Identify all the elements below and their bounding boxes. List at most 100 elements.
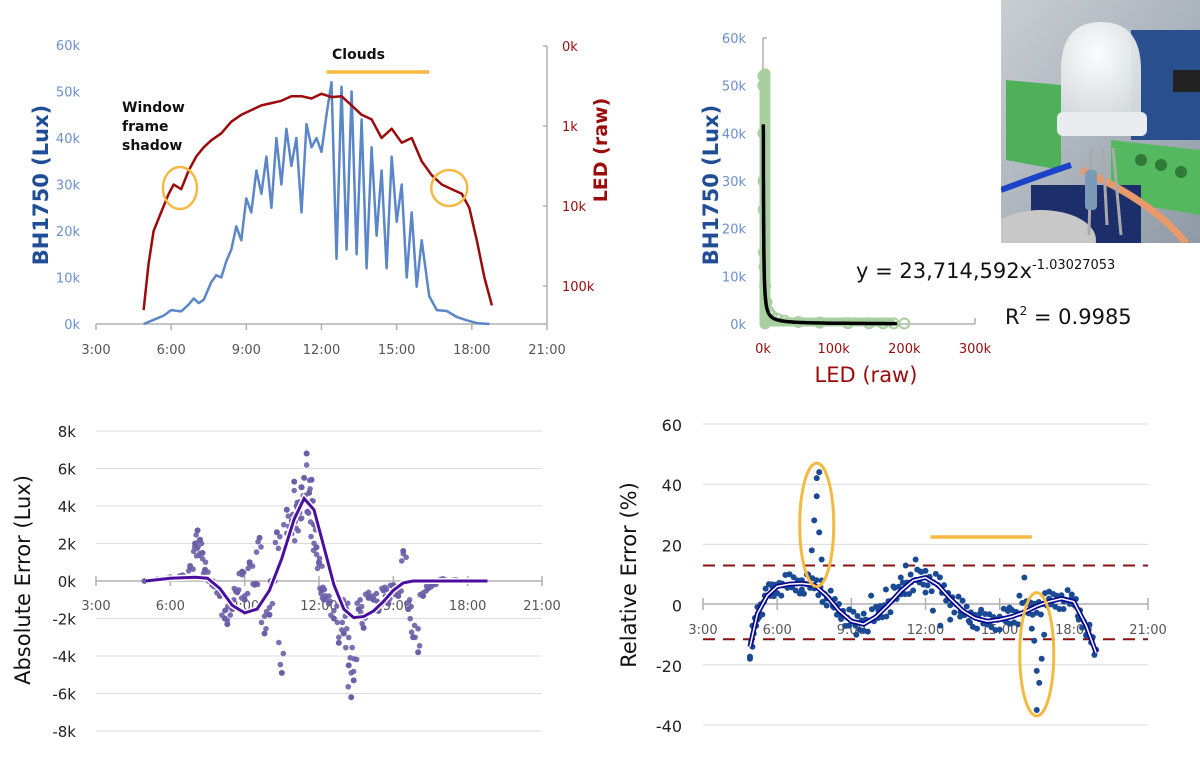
data-point: [936, 574, 943, 581]
data-point: [359, 620, 365, 627]
data-point: [827, 587, 834, 594]
data-point: [412, 634, 418, 641]
data-point: [1091, 651, 1098, 658]
data-point: [316, 555, 323, 562]
y-tick-label: 8k: [58, 423, 77, 441]
data-point: [1079, 624, 1086, 631]
y-tick-label: 0k: [58, 573, 77, 591]
fit-equation: y = 23,714,592x-1.03027053: [856, 258, 1115, 283]
data-point: [342, 644, 349, 651]
data-point: [951, 609, 958, 616]
data-point: [224, 617, 231, 624]
data-point: [906, 590, 913, 597]
data-point: [253, 549, 260, 555]
fit-equation-base: y = 23,714,592x: [856, 259, 1032, 283]
r-squared-sup: 2: [1020, 304, 1028, 318]
data-point: [303, 450, 310, 457]
data-point: [850, 608, 857, 615]
y-tick-label: 50k: [56, 86, 81, 101]
data-point: [757, 79, 770, 92]
data-point: [813, 577, 820, 584]
lux-led-timeseries-chart: 3:00 6:00 9:00 12:00 15:00 18:00 21:00 0k 10k 20…: [29, 39, 612, 358]
trend-curve: [749, 576, 1097, 654]
data-point: [965, 618, 972, 625]
data-point: [316, 561, 322, 567]
x-tick-label: 21:00: [523, 599, 560, 614]
data-point: [263, 608, 270, 615]
data-point: [882, 586, 889, 593]
data-point: [955, 593, 962, 600]
data-point: [285, 513, 292, 519]
lux-series-line: [143, 80, 490, 326]
data-point: [305, 510, 312, 516]
data-point: [277, 661, 284, 668]
x-tick-label: 3:00: [81, 343, 110, 358]
data-point: [345, 634, 352, 641]
data-point: [924, 582, 931, 589]
data-point: [415, 625, 421, 632]
data-point: [194, 545, 200, 552]
data-point: [328, 612, 334, 618]
x-tick-label: 0k: [755, 342, 771, 357]
data-point: [224, 621, 231, 628]
data-point: [196, 552, 203, 559]
data-point: [408, 603, 414, 610]
r-squared-label: R: [1005, 305, 1020, 329]
y-tick-label: 40k: [722, 127, 747, 142]
y-tick-label: 60k: [722, 32, 747, 47]
data-point: [398, 558, 405, 564]
data-point: [407, 615, 413, 622]
y-tick-label: -2k: [52, 611, 76, 629]
y-tick-label: 2k: [58, 536, 77, 554]
data-point: [887, 609, 894, 616]
y-tick-label: 6k: [58, 461, 77, 479]
data-point: [331, 607, 337, 614]
y-axis-label: Relative Error (%): [617, 482, 641, 668]
x-tick-label: 12:00: [303, 343, 340, 358]
data-point: [345, 683, 352, 690]
data-point: [339, 619, 346, 626]
r-squared-value: = 0.9985: [1027, 305, 1131, 329]
y-tick-label: 40k: [56, 132, 81, 147]
data-point: [860, 610, 867, 617]
data-point: [1015, 621, 1022, 628]
data-point: [321, 586, 328, 593]
data-point: [959, 597, 966, 604]
data-point: [813, 475, 820, 482]
data-point: [403, 600, 410, 607]
data-point: [258, 544, 264, 550]
x-tick-label: 21:00: [1129, 623, 1166, 638]
x-tick-label: 200k: [888, 342, 921, 357]
data-point: [1056, 606, 1063, 613]
data-point: [335, 639, 342, 646]
y-tick-label: 20: [662, 536, 682, 555]
data-point: [1038, 655, 1045, 662]
y-tick-label: 40: [662, 476, 682, 495]
data-point: [415, 649, 422, 656]
data-point: [353, 656, 360, 663]
data-point: [323, 595, 329, 602]
data-point: [963, 603, 970, 610]
data-point: [947, 602, 954, 609]
data-point: [362, 591, 369, 598]
y-tick-label: -8k: [52, 723, 76, 741]
data-point: [974, 625, 981, 632]
data-point: [350, 668, 357, 675]
x-axis-label: LED (raw): [815, 363, 918, 387]
data-point: [947, 616, 954, 623]
data-point: [275, 545, 282, 552]
data-point: [897, 574, 904, 581]
terminal-hole: [1175, 166, 1187, 178]
data-point: [400, 550, 407, 557]
data-point: [314, 565, 321, 572]
data-point: [898, 317, 911, 330]
data-point: [349, 644, 356, 651]
x-tick-label: 100k: [817, 342, 850, 357]
data-point: [261, 630, 268, 637]
annotation-window-line1: Window: [122, 100, 185, 116]
lux-vs-led-fit-chart: 0k 100k 200k 300k 0k 10k 20k 30k 40k 50k 60k BH17…: [699, 32, 1132, 387]
data-point: [1016, 592, 1023, 599]
data-point: [387, 582, 394, 589]
x-tick-label: 12:00: [907, 623, 944, 638]
y2-tick-label: 10k: [562, 200, 587, 215]
